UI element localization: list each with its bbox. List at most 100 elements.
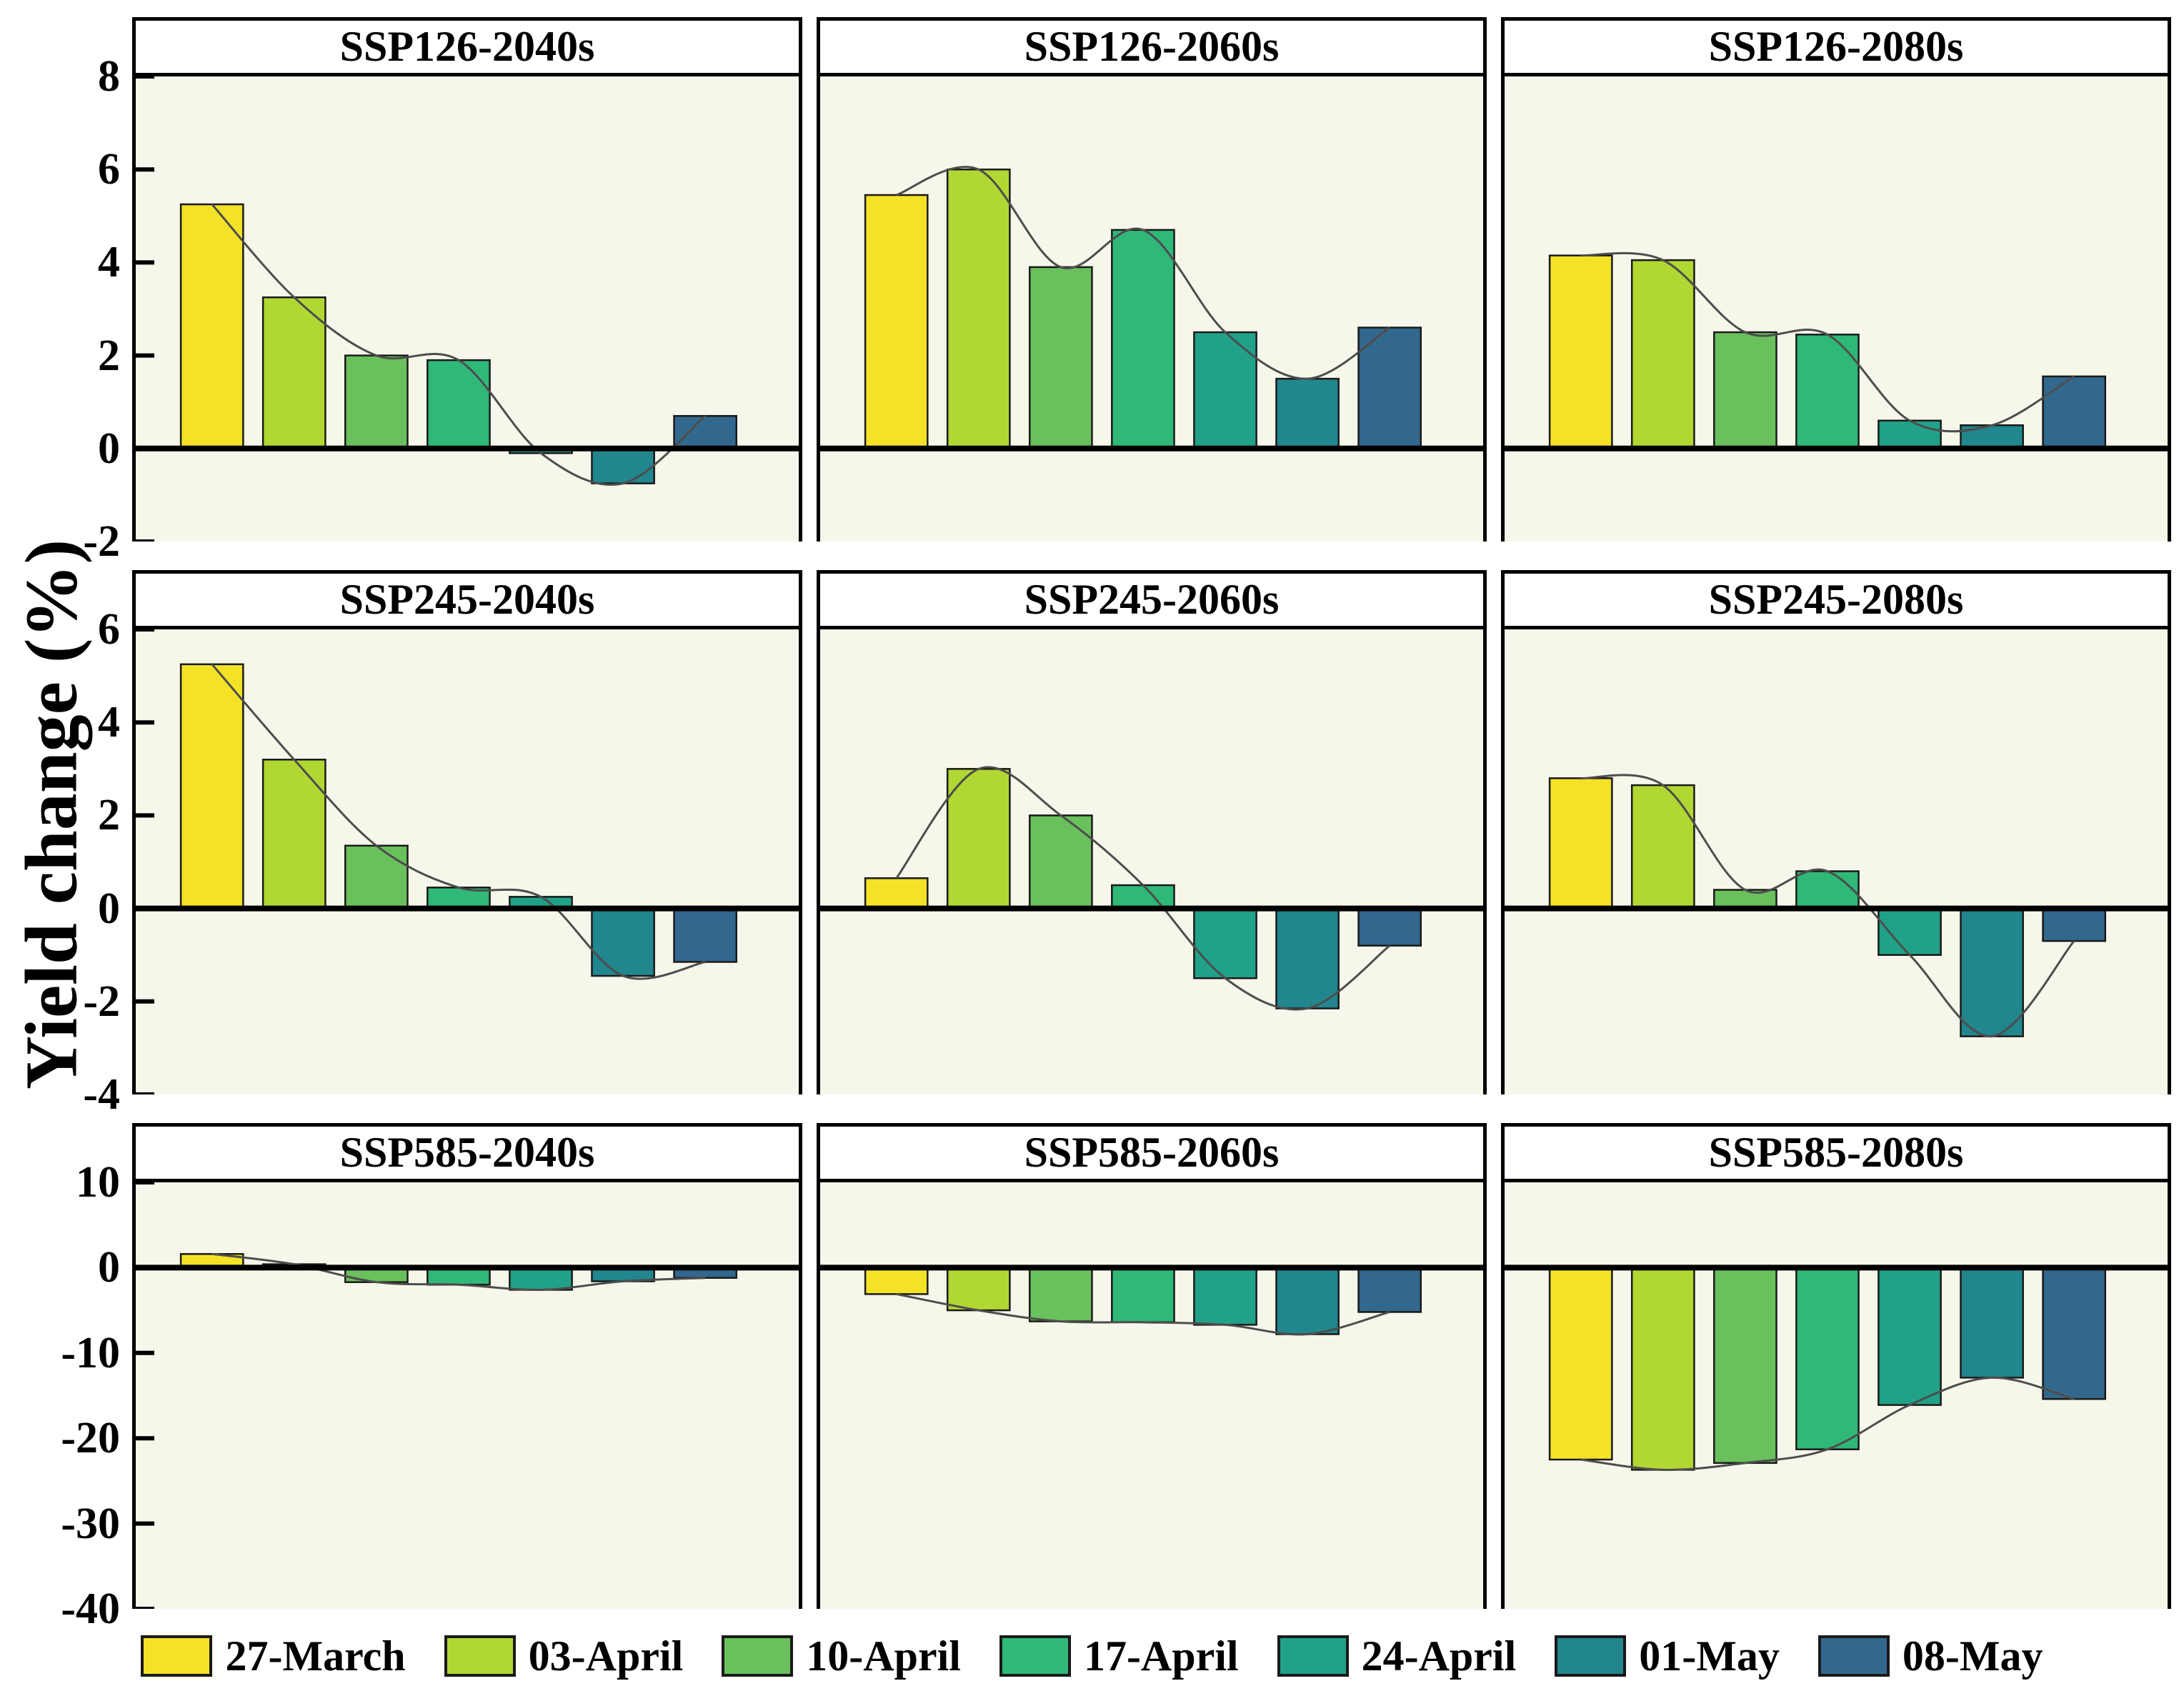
legend-swatch-08-may (1817, 1635, 1890, 1677)
bar-03-april (946, 768, 1011, 909)
plot-ssp245-2080s (1505, 629, 2168, 1094)
plot-ssp126-2040s (136, 76, 799, 542)
bar-17-april (1795, 1267, 1860, 1450)
trend-curve (1580, 1376, 2075, 1471)
panel-ssp245-2080s: SSP245-2080s (1501, 570, 2171, 1094)
trend-curve (211, 204, 707, 487)
y-tick-label: -2 (83, 977, 120, 1026)
bar-08-may (673, 414, 738, 450)
panel-ssp126-2060s: SSP126-2060s (817, 17, 1487, 542)
legend-swatch-17-april (999, 1635, 1071, 1677)
panel-ssp585-2060s: SSP585-2060s (817, 1123, 1487, 1609)
y-tick-label: -20 (61, 1414, 120, 1463)
panel-ssp585-2040s: SSP585-2040s (132, 1123, 802, 1609)
plot-ssp585-2040s (136, 1182, 799, 1609)
legend-swatch-10-april (722, 1635, 794, 1677)
bar-27-march (1548, 777, 1613, 909)
legend-label: 08-May (1902, 1632, 2043, 1680)
bar-03-april (946, 168, 1011, 450)
bar-10-april (344, 354, 409, 450)
bar-10-april (1712, 331, 1777, 450)
bar-24-april (1193, 331, 1257, 450)
bar-24-april (1193, 907, 1257, 979)
panel-title: SSP245-2080s (1505, 574, 2168, 629)
bar-24-april (1878, 1267, 1942, 1406)
bar-03-april (1630, 1267, 1695, 1471)
panel-title: SSP585-2040s (136, 1127, 799, 1182)
bar-01-may (1275, 377, 1340, 450)
bar-17-april (1111, 884, 1175, 909)
plot-ssp245-2040s (136, 629, 799, 1094)
bar-17-april (1795, 870, 1860, 909)
y-tick-label: 4 (98, 698, 120, 747)
bar-10-april (1712, 1267, 1777, 1465)
panel-ssp245-2040s: SSP245-2040s (132, 570, 802, 1094)
plot-area (136, 76, 799, 542)
bar-01-may (1275, 1267, 1340, 1335)
panel-title: SSP126-2040s (136, 21, 799, 76)
bar-08-may (1357, 326, 1422, 450)
y-tick-label: 10 (76, 1158, 120, 1207)
plot-area (1505, 629, 2168, 1094)
legend-item: 10-April (722, 1632, 961, 1681)
plot-area (820, 1182, 1483, 1609)
bar-03-april (946, 1267, 1011, 1312)
trend-curve (211, 1252, 706, 1291)
bar-27-march (179, 203, 244, 450)
legend-item: 08-May (1817, 1632, 2043, 1681)
legend-item: 01-May (1555, 1632, 1780, 1681)
bar-08-may (2042, 375, 2107, 450)
bar-10-april (344, 844, 409, 909)
bar-17-april (1111, 1267, 1175, 1324)
trend-curve (896, 166, 1390, 380)
bar-08-may (1357, 907, 1422, 947)
y-tick-label: 0 (98, 424, 120, 473)
bar-01-may (1275, 907, 1340, 1009)
panel-ssp126-2040s: SSP126-2040s (132, 17, 802, 542)
bar-27-march (864, 1267, 929, 1295)
plot-ssp126-2080s (1505, 76, 2168, 542)
bar-27-march (864, 877, 929, 909)
bar-24-april (1193, 1267, 1257, 1326)
bar-27-march (1548, 254, 1613, 450)
bar-24-april (509, 1267, 573, 1291)
trend-curve (1580, 251, 2075, 433)
legend-label: 27-March (225, 1632, 406, 1680)
plot-area (1505, 76, 2168, 542)
bar-10-april (1028, 1267, 1093, 1322)
plot-ssp245-2060s (820, 629, 1483, 1094)
panel-title: SSP585-2060s (820, 1127, 1483, 1182)
bar-17-april (427, 359, 491, 450)
bar-03-april (1630, 784, 1695, 909)
bar-03-april (261, 759, 326, 909)
bar-10-april (1028, 266, 1093, 450)
bar-27-march (864, 194, 929, 450)
legend-swatch-01-may (1555, 1635, 1627, 1677)
bar-01-may (1960, 424, 2024, 450)
trend-curve (211, 663, 706, 980)
y-tick-label: 6 (98, 145, 120, 194)
bar-08-may (2042, 907, 2107, 942)
legend-label: 24-April (1361, 1632, 1517, 1680)
y-tick-label: -2 (83, 517, 120, 566)
bar-01-may (1960, 1267, 2024, 1379)
legend-label: 03-April (528, 1632, 684, 1680)
plot-area (136, 1182, 799, 1609)
bar-08-may (2042, 1267, 2107, 1400)
bar-03-april (261, 296, 326, 450)
legend-swatch-24-april (1277, 1635, 1349, 1677)
plot-ssp585-2080s (1505, 1182, 2168, 1609)
bar-01-may (591, 907, 655, 977)
y-tick-label: 6 (98, 605, 120, 654)
y-tick-label: 2 (98, 331, 120, 380)
legend-swatch-27-march (141, 1635, 213, 1677)
panel-title: SSP126-2060s (820, 21, 1483, 76)
y-tick-label: -30 (61, 1499, 120, 1548)
trend-curve (895, 766, 1391, 1011)
bar-17-april (1111, 229, 1175, 450)
legend-label: 01-May (1639, 1632, 1780, 1680)
panel-title: SSP126-2080s (1505, 21, 2168, 76)
bar-17-april (1795, 334, 1860, 450)
bar-27-march (179, 663, 244, 909)
